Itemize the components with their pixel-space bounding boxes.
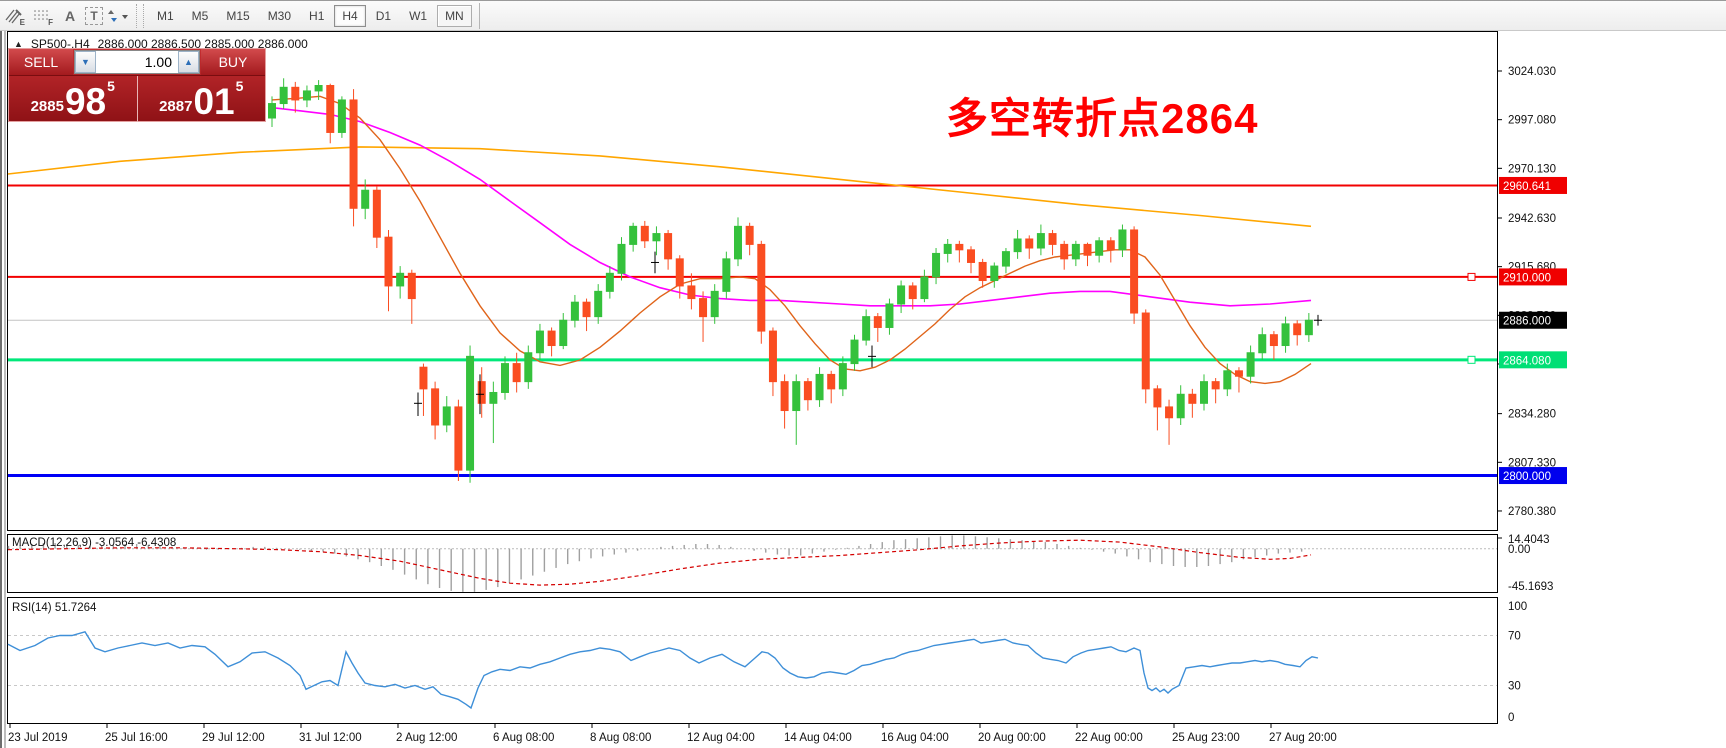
svg-text:14 Aug 04:00: 14 Aug 04:00 (784, 732, 852, 744)
svg-text:8 Aug 08:00: 8 Aug 08:00 (590, 732, 651, 744)
rsi-pane: RSI(14) 51.7264 100 70 30 0 (7, 601, 1527, 724)
svg-text:30: 30 (1508, 681, 1521, 693)
sell-price-sup: 5 (107, 78, 115, 94)
timeframe-button-M1[interactable]: M1 (157, 8, 174, 23)
svg-text:16 Aug 04:00: 16 Aug 04:00 (881, 732, 949, 744)
timeframe-button-MN[interactable]: MN (437, 4, 472, 27)
svg-text:100: 100 (1508, 601, 1527, 613)
tool-sub-label: F (48, 17, 53, 27)
svg-text:2886.000: 2886.000 (1503, 316, 1551, 328)
timeframe-button-M15[interactable]: M15 (226, 8, 250, 23)
arrange-tool-icon[interactable] (105, 4, 131, 28)
svg-text:0: 0 (1508, 712, 1514, 724)
svg-text:2780.380: 2780.380 (1508, 506, 1556, 518)
svg-text:2970.130: 2970.130 (1508, 163, 1556, 175)
window-edge (4, 31, 6, 748)
svg-text:RSI(14) 51.7264: RSI(14) 51.7264 (12, 602, 97, 614)
ohlc-values: 2886.000 2886.500 2885.000 2886.000 (97, 37, 308, 51)
textbox-tool-icon[interactable]: T (85, 6, 103, 25)
svg-text:22 Aug 00:00: 22 Aug 00:00 (1075, 732, 1143, 744)
timeframe-button-W1[interactable]: W1 (409, 8, 428, 23)
one-click-trading-panel: SELL ▼ 1.00 ▲ BUY 2885 98 5 2887 01 5 (8, 48, 266, 122)
svg-text:2 Aug 12:00: 2 Aug 12:00 (396, 732, 457, 744)
timeframe-button-D1[interactable]: D1 (375, 8, 392, 23)
price-axis: 3024.0302997.0802970.1302942.6302915.680… (1497, 66, 1556, 518)
symbol-label: SP500-,H4 (30, 37, 90, 51)
sell-price-big: 98 (64, 80, 107, 122)
svg-text:25 Aug 23:00: 25 Aug 23:00 (1172, 732, 1240, 744)
buy-price-big: 01 (193, 80, 235, 122)
svg-text:12 Aug 04:00: 12 Aug 04:00 (687, 732, 755, 744)
buy-price-small: 2887 (159, 98, 193, 115)
buy-button[interactable]: BUY (201, 49, 265, 75)
window-edge (0, 31, 2, 748)
macd-pane: MACD(12,26,9) -3.0564 -6.4308 14.40430.00… (7, 534, 1553, 593)
buy-price[interactable]: 2887 01 5 (138, 76, 266, 122)
candles-layer (268, 78, 1313, 483)
svg-text:2864.080: 2864.080 (1503, 355, 1551, 367)
timeframe-button-H4[interactable]: H4 (334, 4, 366, 27)
pane-borders (7, 31, 1498, 724)
tool-sub-label: E (19, 17, 25, 27)
svg-text:2807.330: 2807.330 (1508, 457, 1556, 469)
date-axis[interactable]: 23 Jul 2019 25 Jul 16:00 29 Jul 12:00 31 Ju… (8, 724, 1337, 744)
volume-field[interactable]: 1.00 (96, 51, 178, 73)
collapse-triangle-icon[interactable]: ▲ (14, 39, 23, 49)
svg-text:2960.641: 2960.641 (1503, 181, 1551, 193)
volume-decrease-button[interactable]: ▼ (75, 51, 96, 73)
text-tool-icon[interactable]: A (64, 7, 76, 24)
svg-text:20 Aug 00:00: 20 Aug 00:00 (978, 732, 1046, 744)
chart-annotation-text: 多空转折点2864 (946, 95, 1259, 142)
timeframe-button-H1[interactable]: H1 (309, 8, 325, 23)
hatch-tool-e-icon[interactable]: E (1, 4, 27, 28)
svg-text:2800.000: 2800.000 (1503, 471, 1551, 483)
svg-text:23 Jul 2019: 23 Jul 2019 (8, 732, 67, 744)
chart-canvas[interactable]: 3024.0302997.0802970.1302942.6302915.680… (0, 31, 1726, 748)
sell-price[interactable]: 2885 98 5 (9, 76, 138, 122)
ma-fast-line (271, 95, 1312, 385)
svg-text:0.00: 0.00 (1508, 544, 1530, 556)
toolbar: E F A T M1 M5 M15 M30 H1 H4 D1 W1 MN (0, 1, 1726, 31)
svg-text:2834.280: 2834.280 (1508, 409, 1556, 421)
svg-text:6 Aug 08:00: 6 Aug 08:00 (493, 732, 554, 744)
grid-tool-f-icon[interactable]: F (29, 4, 55, 28)
svg-text:3024.030: 3024.030 (1508, 66, 1556, 78)
svg-text:2910.000: 2910.000 (1503, 272, 1551, 284)
toolbar-separator (136, 3, 144, 28)
sell-price-small: 2885 (30, 98, 64, 115)
buy-price-sup: 5 (235, 78, 244, 94)
svg-text:2942.630: 2942.630 (1508, 213, 1556, 225)
svg-text:70: 70 (1508, 631, 1521, 643)
timeframe-button-M5[interactable]: M5 (191, 8, 209, 23)
doji-marks (414, 251, 1322, 416)
volume-increase-button[interactable]: ▲ (178, 51, 199, 73)
timeframe-button-M30[interactable]: M30 (267, 8, 292, 23)
price-axis-badges: 2960.641 2910.000 2886.000 2864.080 2800.000 (1499, 176, 1567, 485)
svg-text:29 Jul 12:00: 29 Jul 12:00 (202, 732, 265, 744)
toolbar-separator (478, 2, 480, 29)
svg-text:27 Aug 20:00: 27 Aug 20:00 (1269, 732, 1337, 744)
ma-slow-line (7, 146, 1312, 228)
sell-button[interactable]: SELL (9, 49, 73, 75)
dropdown-caret-icon (122, 14, 128, 19)
svg-text:14.4043: 14.4043 (1508, 534, 1550, 546)
chart-window[interactable]: 3024.030 2997.080 2970.130 2942.630 2915.680… (0, 31, 1726, 748)
chart-title: ▲ SP500-,H4 2886.000 2886.500 2885.000 2… (14, 37, 308, 51)
trade-panel-prices: 2885 98 5 2887 01 5 (9, 76, 265, 122)
svg-text:31 Jul 12:00: 31 Jul 12:00 (299, 732, 362, 744)
timeframe-bar: M1 M5 M15 M30 H1 H4 D1 W1 MN (148, 4, 473, 27)
trade-panel-top-row: SELL ▼ 1.00 ▲ BUY (9, 49, 265, 76)
svg-text:MACD(12,26,9) -3.0564 -6.4308: MACD(12,26,9) -3.0564 -6.4308 (12, 537, 176, 549)
volume-stepper: ▼ 1.00 ▲ (74, 50, 200, 74)
svg-text:2997.080: 2997.080 (1508, 115, 1556, 127)
svg-text:25 Jul 16:00: 25 Jul 16:00 (105, 732, 168, 744)
svg-text:-45.1693: -45.1693 (1508, 581, 1553, 593)
horizontal-price-lines[interactable] (8, 184, 1497, 478)
